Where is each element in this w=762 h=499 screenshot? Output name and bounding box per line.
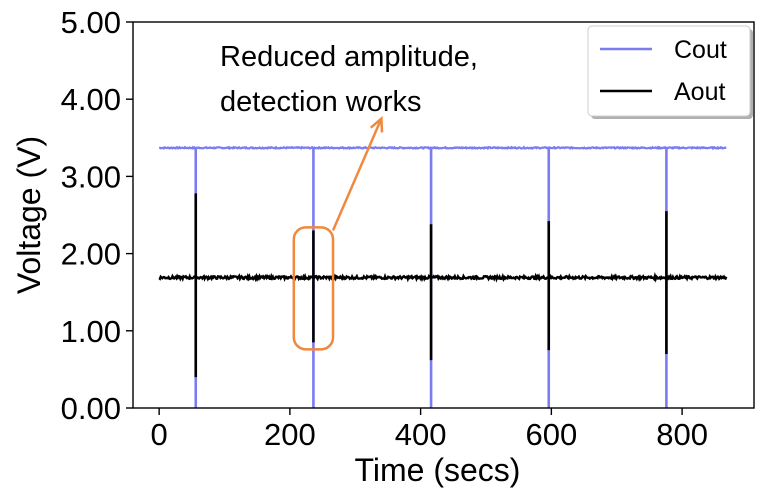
legend-label-aout: Aout (674, 78, 725, 106)
y-tick-label-4: 4.00 (61, 82, 121, 117)
y-axis-title: Voltage (V) (11, 136, 47, 294)
annotation-arrow-shaft (331, 118, 383, 231)
annotation-text-line-2: detection works (220, 86, 422, 118)
y-tick-label-1: 1.00 (61, 314, 121, 349)
x-tick-label-400: 400 (395, 417, 447, 452)
series-aout-baseline (158, 271, 728, 283)
annotation-text-line-1: Reduced amplitude, (220, 41, 478, 73)
annotation-layer: Reduced amplitude, detection works (220, 41, 478, 351)
annotation-highlight-box (292, 226, 335, 351)
x-axis-title: Time (secs) (355, 452, 521, 488)
x-tick-label-0: 0 (151, 417, 168, 452)
series-layer (158, 145, 728, 408)
y-tick-label-5: 5.00 (61, 5, 121, 40)
plot-frame (132, 21, 755, 409)
y-tick-label-2: 2.00 (61, 237, 121, 272)
y-tick-label-3: 3.00 (61, 159, 121, 194)
series-cout-baseline (159, 145, 727, 151)
x-tick-label-200: 200 (264, 417, 316, 452)
axes-layer: 0 200 400 600 800 0.00 1.00 2.00 3.00 4.00 5.00 Tim… (11, 5, 755, 488)
legend: Cout Aout (587, 25, 753, 119)
x-tick-label-800: 800 (656, 417, 708, 452)
annotation-arrow-head (369, 115, 384, 133)
series-aout (158, 193, 728, 378)
legend-label-cout: Cout (674, 36, 727, 64)
x-tick-label-600: 600 (525, 417, 577, 452)
y-tick-label-0: 0.00 (61, 391, 121, 426)
